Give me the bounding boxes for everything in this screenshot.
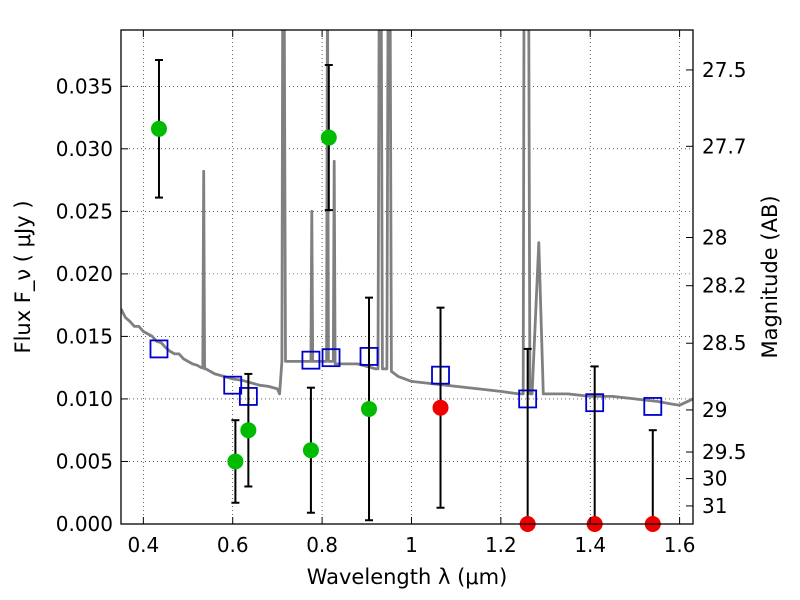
y-tick-label: 0.000 bbox=[56, 512, 113, 536]
mag-tick-label: 28.5 bbox=[702, 331, 747, 355]
mag-tick-label: 27.5 bbox=[702, 58, 747, 82]
mag-tick-label: 28 bbox=[702, 225, 727, 249]
x-axis: 0.4 0.6 0.8 1 1.2 1.4 1.6 bbox=[127, 30, 696, 557]
mag-tick-label: 27.7 bbox=[702, 134, 747, 158]
y-axis-right: 27.5 27.7 28 28.2 28.5 29 29.5 30 31 bbox=[686, 58, 747, 518]
observed-point bbox=[302, 442, 319, 459]
y-tick-label: 0.030 bbox=[56, 137, 113, 161]
y-axis-left: 0.000 0.005 0.010 0.015 0.020 0.025 0.030 0.035 bbox=[56, 74, 128, 536]
y-tick-label: 0.035 bbox=[56, 74, 113, 98]
observed-point bbox=[150, 120, 167, 137]
x-axis-label: Wavelength λ (μm) bbox=[307, 565, 508, 589]
x-tick-label: 0.4 bbox=[127, 533, 159, 557]
model-photometry-square bbox=[149, 339, 169, 359]
observed-point bbox=[240, 422, 257, 439]
mag-tick-label: 30 bbox=[702, 467, 727, 491]
observed-point bbox=[227, 453, 244, 470]
x-tick-label: 1.6 bbox=[664, 533, 696, 557]
mag-tick-label: 29.5 bbox=[702, 440, 747, 464]
x-tick-label: 1.4 bbox=[574, 533, 606, 557]
x-tick-label: 0.6 bbox=[217, 533, 249, 557]
x-tick-label: 1 bbox=[405, 533, 418, 557]
model-photometry-square bbox=[321, 348, 341, 368]
y-axis-right-label: Magnitude (AB) bbox=[758, 195, 782, 358]
y-tick-label: 0.015 bbox=[56, 324, 113, 348]
x-tick-label: 0.8 bbox=[306, 533, 338, 557]
model-photometry-square bbox=[301, 350, 321, 370]
y-tick-label: 0.020 bbox=[56, 262, 113, 286]
plot-frame bbox=[120, 29, 694, 525]
markers-layer bbox=[149, 59, 663, 532]
x-tick-label: 1.2 bbox=[485, 533, 517, 557]
observed-point bbox=[432, 399, 449, 416]
y-tick-label: 0.005 bbox=[56, 449, 113, 473]
y-axis-label: Flux F_ν ( μJy ) bbox=[11, 200, 36, 353]
model-photometry-square bbox=[643, 397, 663, 416]
observed-point bbox=[320, 129, 337, 146]
mag-tick-label: 31 bbox=[702, 494, 727, 518]
model-photometry-square bbox=[223, 375, 243, 395]
model-sed-line bbox=[121, 30, 693, 407]
mag-tick-label: 29 bbox=[702, 398, 727, 422]
y-tick-label: 0.010 bbox=[56, 387, 113, 411]
plot-area bbox=[121, 30, 693, 524]
mag-tick-label: 28.2 bbox=[702, 274, 747, 298]
observed-point bbox=[361, 400, 378, 417]
y-tick-label: 0.025 bbox=[56, 199, 113, 223]
data-layer bbox=[121, 30, 693, 407]
